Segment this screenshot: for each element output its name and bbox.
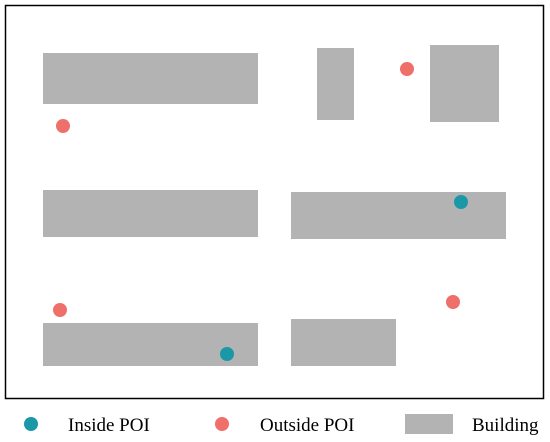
legend-building-swatch bbox=[405, 414, 453, 434]
buildings bbox=[43, 45, 506, 366]
building-1 bbox=[43, 53, 258, 104]
building-2 bbox=[317, 48, 354, 120]
outside-poi-3 bbox=[53, 303, 67, 317]
inside-poi-1 bbox=[454, 195, 468, 209]
legend-outside-label: Outside POI bbox=[260, 415, 354, 436]
outside-pois bbox=[53, 62, 460, 317]
building-4 bbox=[43, 190, 258, 237]
outside-poi-4 bbox=[446, 295, 460, 309]
map-frame bbox=[4, 4, 545, 400]
building-3 bbox=[430, 45, 499, 122]
outside-poi-1 bbox=[400, 62, 414, 76]
legend-inside-label: Inside POI bbox=[68, 415, 150, 436]
legend-inside-marker bbox=[24, 417, 38, 431]
legend-building-label: Building bbox=[472, 415, 539, 436]
building-7 bbox=[291, 319, 396, 366]
building-5 bbox=[291, 192, 506, 239]
legend: Inside POI Outside POI Building bbox=[24, 414, 539, 436]
outside-poi-2 bbox=[56, 119, 70, 133]
inside-pois bbox=[220, 195, 468, 361]
legend-outside-marker bbox=[215, 417, 229, 431]
inside-poi-2 bbox=[220, 347, 234, 361]
